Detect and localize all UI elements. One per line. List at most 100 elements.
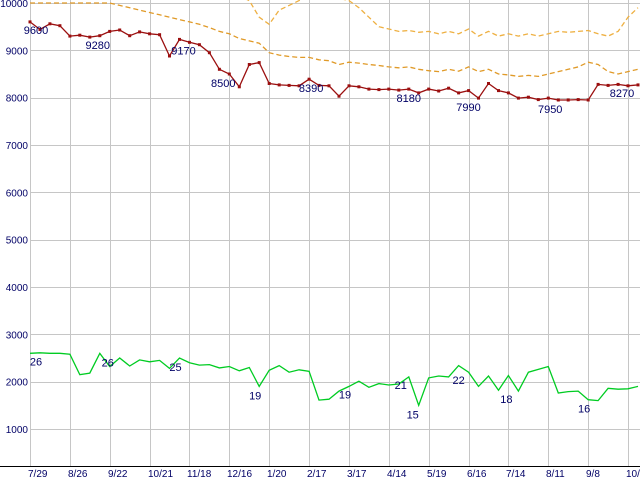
point-label: 7950 [538, 104, 562, 116]
data-point-marker [566, 98, 570, 102]
data-point-marker [347, 84, 351, 88]
data-point-marker [108, 29, 112, 33]
data-point-marker [516, 96, 520, 100]
data-point-marker [327, 84, 331, 88]
data-point-marker [277, 83, 281, 87]
data-point-marker [586, 98, 590, 102]
x-tick-label: 9/22 [108, 469, 128, 480]
y-tick-label: 8000 [6, 94, 29, 105]
point-label: 8500 [211, 78, 235, 90]
data-point-marker [317, 83, 321, 87]
point-label: 8270 [610, 88, 634, 100]
data-point-marker [267, 82, 271, 85]
data-point-marker [307, 77, 311, 81]
data-point-marker [357, 85, 361, 89]
x-tick-label: 9/8 [586, 469, 600, 480]
dark-red-line [29, 21, 639, 101]
data-point-marker [118, 28, 122, 32]
gridlines [30, 0, 640, 466]
x-axis-labels: 7/29 8/26 9/22 10/21 11/18 12/16 1/20 2/17 3/17 4… [28, 469, 640, 480]
y-tick-label: 3000 [6, 330, 29, 341]
y-tick-label: 4000 [6, 283, 29, 294]
point-label: 8180 [397, 93, 421, 105]
data-point-marker [128, 34, 132, 38]
data-point-marker [207, 51, 211, 55]
point-label: 7990 [456, 102, 480, 114]
data-point-marker [68, 34, 72, 38]
data-point-marker [626, 84, 630, 88]
data-point-marker [407, 87, 411, 91]
y-axis-labels: 10000 9000 8000 7000 6000 5000 4000 3000 2000 100… [0, 0, 28, 436]
data-point-marker [417, 91, 421, 95]
x-tick-label: 4/14 [387, 469, 407, 480]
x-tick-label: 12/16 [227, 469, 252, 480]
point-label: 26 [30, 356, 42, 368]
data-point-marker [596, 82, 600, 86]
data-point-marker [437, 89, 441, 93]
series-dark-red-line: 9600 9280 9170 8500 8390 8180 7990 7950 8270 [24, 20, 640, 116]
data-point-marker [237, 85, 241, 89]
data-point-marker [78, 33, 82, 37]
x-tick-label: 5/19 [427, 469, 447, 480]
y-tick-label: 7000 [6, 141, 29, 152]
y-tick-label: 10000 [0, 0, 28, 10]
y-tick-label: 6000 [6, 188, 29, 199]
x-tick-label: 8/26 [68, 469, 88, 480]
point-label: 9280 [86, 40, 110, 52]
point-label: 19 [249, 390, 261, 402]
data-point-marker [178, 37, 181, 41]
x-tick-label: 2/17 [307, 469, 327, 480]
data-point-marker [247, 63, 251, 66]
data-point-marker [397, 88, 401, 92]
data-point-marker [636, 83, 640, 87]
data-point-marker [28, 20, 32, 24]
x-tick-label: 10/6 [626, 469, 640, 480]
data-point-marker [158, 33, 162, 37]
data-point-marker [138, 30, 142, 34]
point-label: 18 [500, 394, 512, 406]
data-point-marker [197, 43, 201, 47]
point-label: 22 [452, 375, 464, 387]
point-label: 8390 [299, 83, 323, 95]
data-point-marker [88, 35, 92, 39]
series-orange-dashed-line [30, 2, 639, 78]
x-tick-label: 7/29 [28, 469, 48, 480]
point-label: 26 [102, 357, 114, 369]
x-tick-label: 7/14 [506, 469, 526, 480]
point-label: 19 [339, 389, 351, 401]
data-point-marker [477, 96, 480, 100]
data-point-marker [297, 84, 301, 88]
data-point-marker [457, 91, 461, 95]
data-point-marker [257, 61, 261, 65]
data-point-marker [616, 82, 620, 86]
data-point-marker [38, 28, 42, 31]
x-tick-label: 11/18 [187, 469, 212, 480]
data-point-marker [58, 24, 62, 28]
data-point-marker [377, 88, 381, 92]
series-green-line: 26 26 25 19 19 21 15 22 18 16 [29, 352, 639, 421]
data-point-marker [606, 83, 610, 87]
point-label: 25 [169, 362, 181, 374]
data-point-marker [188, 40, 191, 44]
data-point-marker [576, 98, 580, 102]
point-label: 15 [407, 409, 419, 421]
point-label: 16 [578, 404, 590, 416]
point-label: 21 [395, 380, 407, 392]
data-point-marker [287, 83, 291, 87]
y-tick-label: 1000 [6, 425, 29, 436]
y-tick-label: 9000 [6, 46, 29, 57]
data-point-marker [367, 87, 371, 91]
data-point-marker [467, 89, 471, 93]
data-point-marker [217, 67, 221, 71]
point-label: 9600 [24, 25, 48, 37]
y-tick-label: 2000 [6, 378, 29, 389]
data-point-marker [48, 22, 52, 26]
data-point-marker [427, 87, 431, 91]
data-point-marker [168, 54, 171, 58]
green-line [29, 352, 639, 408]
x-tick-label: 8/11 [546, 469, 565, 480]
x-tick-label: 6/16 [467, 469, 487, 480]
x-tick-label: 10/21 [148, 469, 173, 480]
